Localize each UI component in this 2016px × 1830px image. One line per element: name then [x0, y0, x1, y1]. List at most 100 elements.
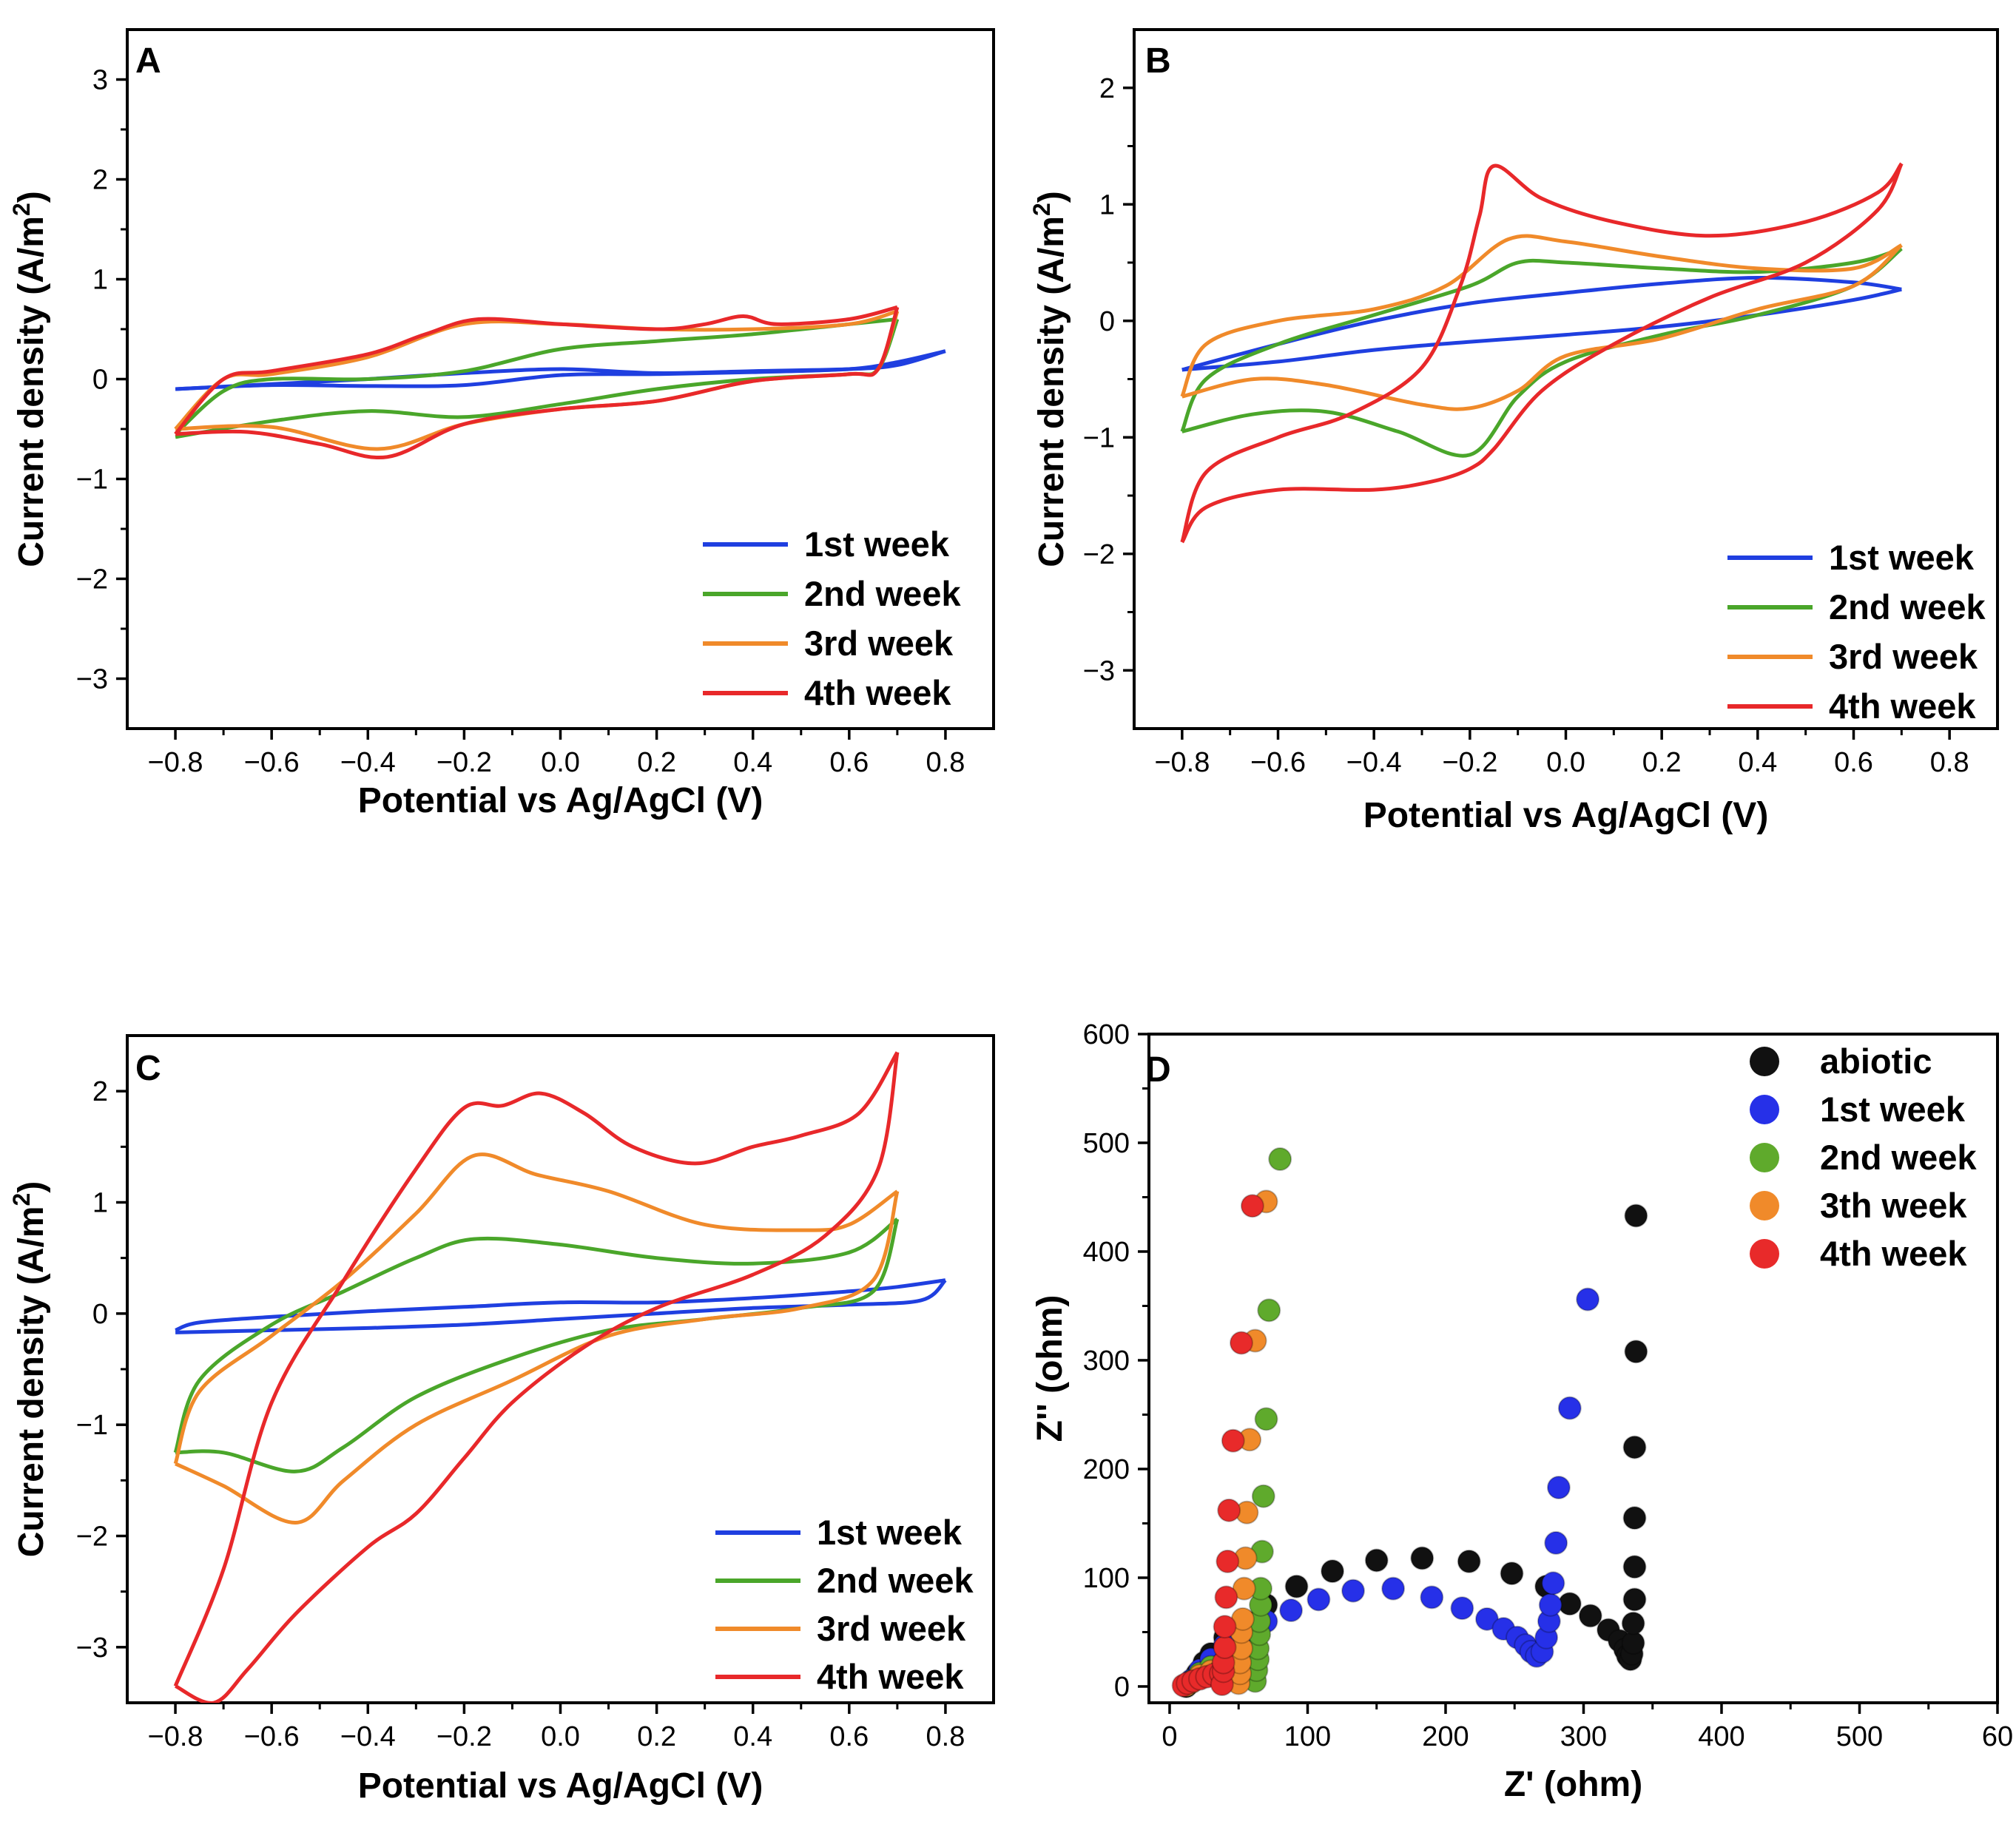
legend-label: 2nd week [1829, 587, 1986, 627]
y-tick-label: 3 [92, 65, 108, 96]
y-tick-label: 100 [1083, 1563, 1130, 1594]
series-1st-week-point [1381, 1576, 1406, 1601]
x-tick-label: 0 [1162, 1721, 1177, 1752]
x-tick-label: −0.2 [1442, 747, 1497, 778]
y-tick-label: −1 [1083, 422, 1115, 453]
plot-area [173, 1051, 947, 1703]
x-axis-title: Potential vs Ag/AgCl (V) [1363, 796, 1769, 835]
x-tick-label: 0.6 [829, 747, 869, 778]
y-tick-label: −2 [1083, 539, 1115, 570]
y-tick-label: −1 [76, 465, 108, 496]
x-tick-label: −0.4 [340, 1721, 396, 1752]
series-4th-week-reverse-scan [175, 306, 900, 460]
series-3rd-week-forward-scan [1180, 234, 1903, 398]
legend-label: 2nd week [1820, 1138, 1977, 1177]
panel-d: 0 100 200 300 400 500 600100200300400500600Z' … [1031, 1019, 2013, 1804]
series-1st-week-point [1538, 1593, 1562, 1617]
series-abiotic-point [1622, 1435, 1647, 1459]
legend: 1st week 2nd week 3rd week 4th week [715, 1513, 974, 1696]
x-tick-label: 0.4 [733, 1721, 772, 1752]
x-axis-title: Potential vs Ag/AgCl (V) [358, 781, 763, 820]
series-4th-week-forward-scan [1180, 162, 1904, 543]
x-tick-label: 300 [1560, 1721, 1607, 1752]
x-tick-label: −0.6 [244, 747, 300, 778]
series-2nd-week-point [1268, 1147, 1292, 1172]
x-tick-label: 0.0 [541, 747, 580, 778]
series-2nd-week-forward-scan [1180, 246, 1903, 433]
y-tick-label: −3 [76, 664, 108, 695]
series-1st-week-point [1541, 1571, 1565, 1596]
series-4th-week-point [1213, 1615, 1237, 1639]
series-1st-week-point [1576, 1287, 1600, 1311]
legend-marker [1750, 1095, 1779, 1124]
legend-label: 3th week [1820, 1186, 1967, 1225]
series-1st-week-point [1341, 1579, 1366, 1603]
series-4th-week-point [1221, 1428, 1245, 1453]
x-tick-label: −0.8 [1154, 747, 1210, 778]
x-tick-label: 0.4 [1738, 747, 1777, 778]
series-1st-week-point [1279, 1598, 1304, 1623]
y-tick-label: −3 [76, 1633, 108, 1664]
y-tick-label: 2 [92, 165, 108, 196]
legend-label: 4th week [817, 1657, 964, 1696]
legend-marker [1750, 1239, 1779, 1269]
series-abiotic-point [1622, 1555, 1647, 1579]
y-tick-label: 0 [1099, 306, 1115, 337]
y-axis-title: Z'' (ohm) [1031, 1295, 1070, 1442]
legend-label: 1st week [817, 1513, 963, 1552]
series-1st-week-point [1544, 1530, 1568, 1555]
legend-label: 3rd week [817, 1609, 966, 1648]
x-tick-label: 0.2 [1642, 747, 1682, 778]
x-tick-label: 0.4 [733, 747, 772, 778]
plot-area [1171, 1147, 1648, 1698]
legend-label: 4th week [1820, 1234, 1967, 1273]
plot-area [174, 305, 946, 460]
series-4th-week-point [1216, 1549, 1240, 1573]
series-1st-week-forward-scan [1181, 275, 1902, 372]
legend-label: 1st week [1829, 538, 1975, 577]
legend-label: 3rd week [1829, 637, 1978, 676]
y-axis-title: Current density (A/m2) [8, 191, 51, 567]
x-tick-label: −0.4 [1346, 747, 1402, 778]
legend-label: 4th week [1829, 686, 1976, 726]
series-abiotic-point [1578, 1604, 1602, 1628]
legend-label: 2nd week [804, 574, 961, 613]
series-4th-week-point [1229, 1331, 1253, 1355]
y-tick-label: 400 [1083, 1237, 1130, 1268]
series-2nd-week-point [1254, 1407, 1278, 1431]
y-axis-title-main: Current density (A/m [12, 1206, 51, 1558]
x-tick-label: −0.6 [1250, 747, 1306, 778]
series-abiotic-point [1622, 1587, 1647, 1612]
x-tick-label: 0.2 [637, 1721, 676, 1752]
legend-label: 1st week [804, 524, 950, 564]
series-abiotic-point [1321, 1559, 1345, 1584]
y-axis-title-superscript: 2 [8, 203, 35, 216]
series-3rd-week-reverse-scan [1181, 243, 1903, 411]
series-2nd-week-forward-scan [173, 1218, 899, 1453]
x-tick-label: 0.2 [637, 747, 676, 778]
y-tick-label: 2 [92, 1076, 108, 1107]
panel-c: −0.8 −0.6 −0.4 −0.2 0.0 0.2 0.4 0.6 0.8 −3 −2 −1 0 1 2… [8, 1034, 995, 1806]
series-abiotic-point [1500, 1561, 1524, 1586]
series-1st-week-point [1450, 1596, 1474, 1621]
legend-marker [1750, 1191, 1779, 1220]
y-tick-label: −2 [76, 564, 108, 595]
series-4th-week-forward-scan [174, 305, 898, 436]
y-tick-label: 200 [1083, 1454, 1130, 1485]
series-3rd-week-forward-scan [173, 1152, 899, 1465]
series-2nd-week-reverse-scan [1181, 247, 1903, 458]
series-4th-week-reverse-scan [1180, 162, 1904, 544]
x-tick-label: 0.8 [926, 1721, 965, 1752]
x-tick-label: −0.6 [244, 1721, 300, 1752]
legend-label: 4th week [804, 673, 951, 712]
x-tick-label: 0.0 [1546, 747, 1585, 778]
legend-label: 3rd week [804, 624, 954, 663]
x-tick-label: 200 [1422, 1721, 1469, 1752]
x-tick-label: 400 [1698, 1721, 1744, 1752]
x-tick-label: 0.0 [541, 1721, 580, 1752]
panel-a: −0.8 −0.6 −0.4 −0.2 0.0 0.2 0.4 0.6 0.8 −3 −2 −1 0 1 2… [8, 28, 995, 820]
y-axis-title-superscript: 2 [1028, 203, 1055, 216]
y-tick-label: 1 [92, 265, 108, 296]
x-tick-label: −0.2 [436, 1721, 492, 1752]
